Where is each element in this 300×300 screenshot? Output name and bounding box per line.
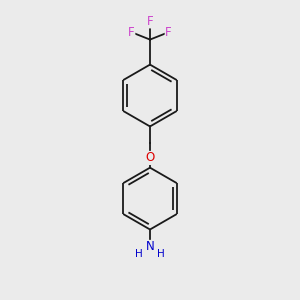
Text: H: H xyxy=(135,249,143,259)
Text: F: F xyxy=(165,26,172,39)
Text: N: N xyxy=(146,240,154,253)
Text: O: O xyxy=(146,152,154,164)
Text: F: F xyxy=(128,26,135,39)
Text: F: F xyxy=(147,15,153,28)
Text: H: H xyxy=(157,249,165,259)
